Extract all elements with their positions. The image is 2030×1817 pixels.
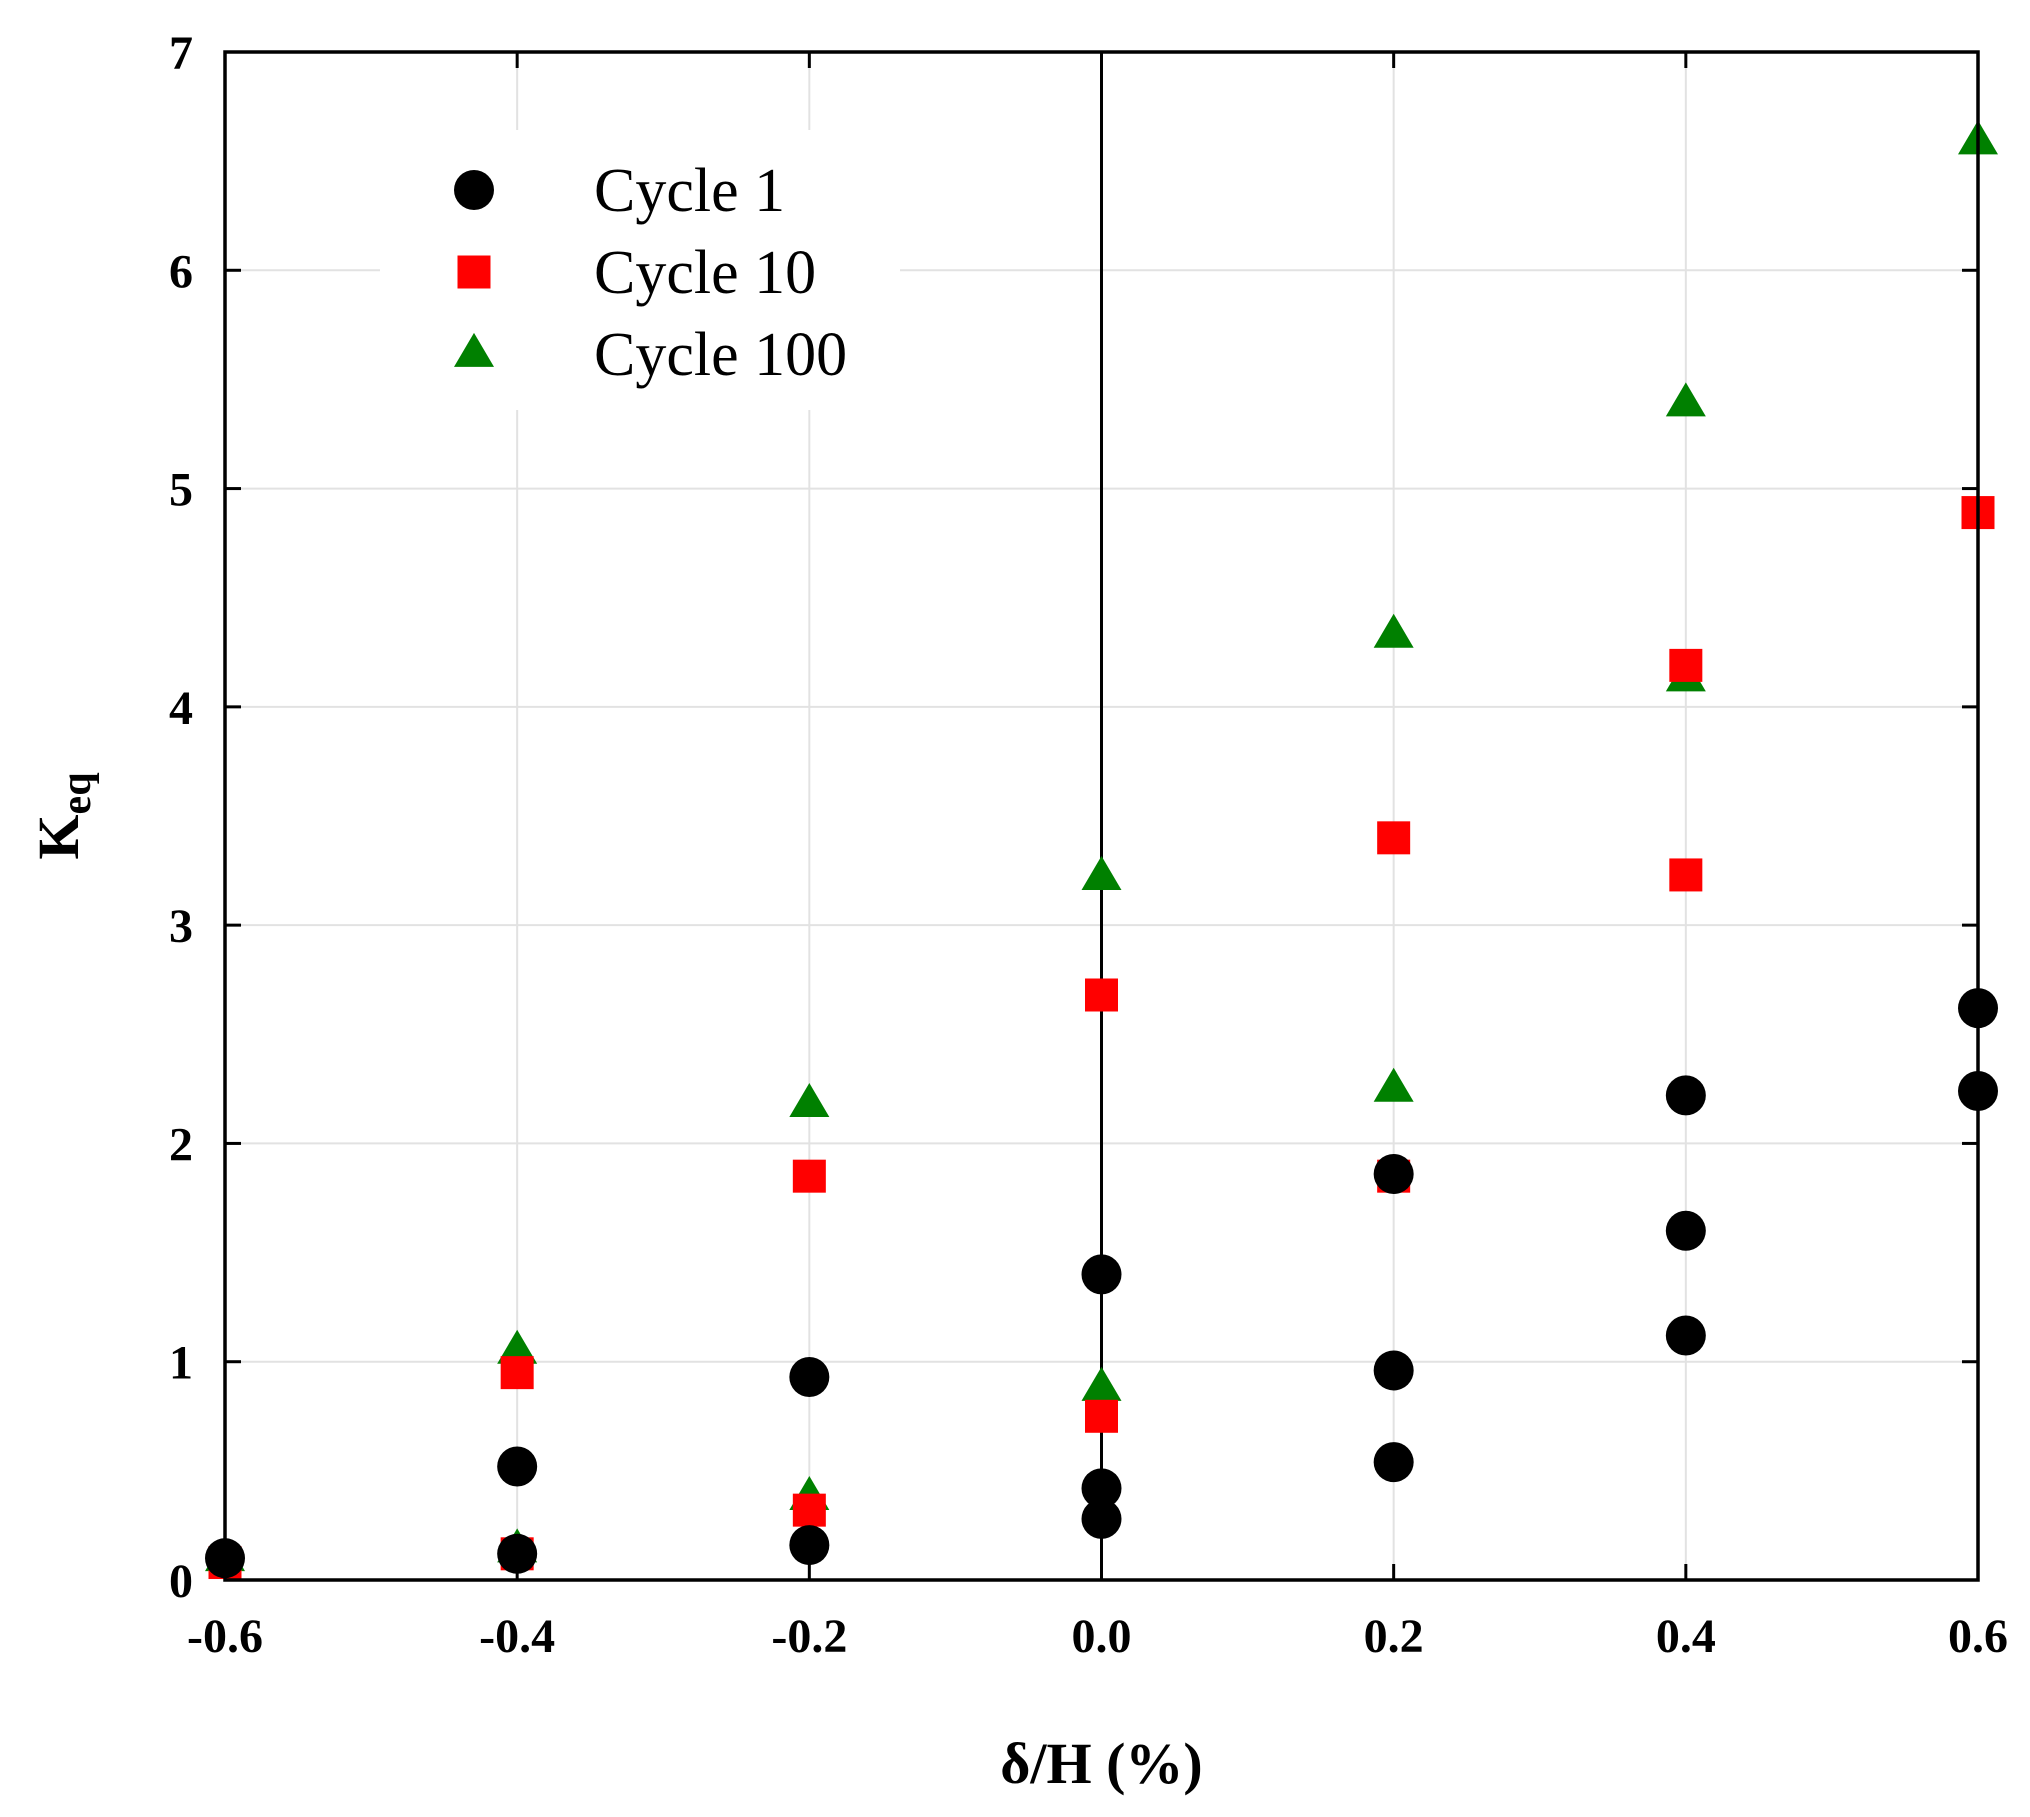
x-tick-label: 0.4 xyxy=(1656,1610,1716,1663)
circle-point xyxy=(1665,1075,1706,1116)
circle-point xyxy=(1373,1153,1414,1194)
triangle-point xyxy=(1081,856,1122,891)
square-point xyxy=(1669,858,1703,892)
square-point xyxy=(500,1356,534,1390)
triangle-point xyxy=(1081,1366,1122,1401)
axis-ticks: -0.6 -0.4 -0.2 0.0 0.2 0.4 0.6 0 1 2 3 4 5 6 7 xyxy=(169,27,2008,1663)
y-tick-label: 4 xyxy=(169,682,193,735)
square-point xyxy=(792,1159,826,1193)
square-point xyxy=(792,1493,826,1527)
legend: Cycle 1 Cycle 10 Cycle 100 xyxy=(454,157,847,389)
square-point xyxy=(1377,821,1411,855)
circle-point xyxy=(497,1446,538,1487)
x-tick-label: 0.2 xyxy=(1364,1610,1424,1663)
triangle-point xyxy=(789,1083,830,1118)
square-point xyxy=(1085,978,1118,1012)
x-tick-label: -0.2 xyxy=(771,1610,847,1663)
circle-point xyxy=(1373,1350,1414,1391)
triangle-point xyxy=(1373,1067,1414,1102)
legend-triangle-marker xyxy=(454,332,494,367)
y-tick-label: 1 xyxy=(169,1337,193,1390)
square-point xyxy=(1669,648,1703,682)
y-tick-label: 2 xyxy=(169,1118,193,1171)
circle-point xyxy=(789,1525,830,1566)
square-point xyxy=(1085,1399,1118,1433)
circle-point xyxy=(497,1533,538,1574)
x-axis-title: δ/H (%) xyxy=(1000,1731,1202,1796)
circle-point xyxy=(1081,1498,1122,1539)
circle-point xyxy=(789,1356,830,1397)
y-tick-label: 0 xyxy=(169,1555,193,1608)
x-tick-label: 0.6 xyxy=(1948,1610,2008,1663)
x-tick-label: 0.0 xyxy=(1072,1610,1132,1663)
y-tick-label: 5 xyxy=(169,464,193,517)
y-tick-label: 3 xyxy=(169,900,193,953)
legend-square-marker xyxy=(457,255,491,289)
legend-label: Cycle 100 xyxy=(594,321,847,389)
legend-label: Cycle 10 xyxy=(594,239,816,307)
y-tick-label: 7 xyxy=(169,27,193,80)
triangle-point xyxy=(1665,382,1706,417)
x-tick-label: -0.6 xyxy=(187,1610,263,1663)
circle-point xyxy=(1373,1442,1414,1483)
y-axis-title-main: K xyxy=(26,814,91,859)
legend-label: Cycle 1 xyxy=(594,157,785,225)
triangle-point xyxy=(1373,613,1414,648)
circle-point xyxy=(1081,1254,1122,1295)
legend-circle-marker xyxy=(454,170,494,210)
x-tick-label: -0.4 xyxy=(479,1610,555,1663)
circle-point xyxy=(1665,1210,1706,1251)
y-tick-label: 6 xyxy=(169,245,193,298)
circle-point xyxy=(1665,1315,1706,1356)
triangle-point xyxy=(497,1329,538,1364)
y-axis-title: Keq xyxy=(26,772,100,859)
circle-point xyxy=(1081,1468,1122,1509)
y-axis-title-subscript: eq xyxy=(54,772,100,814)
